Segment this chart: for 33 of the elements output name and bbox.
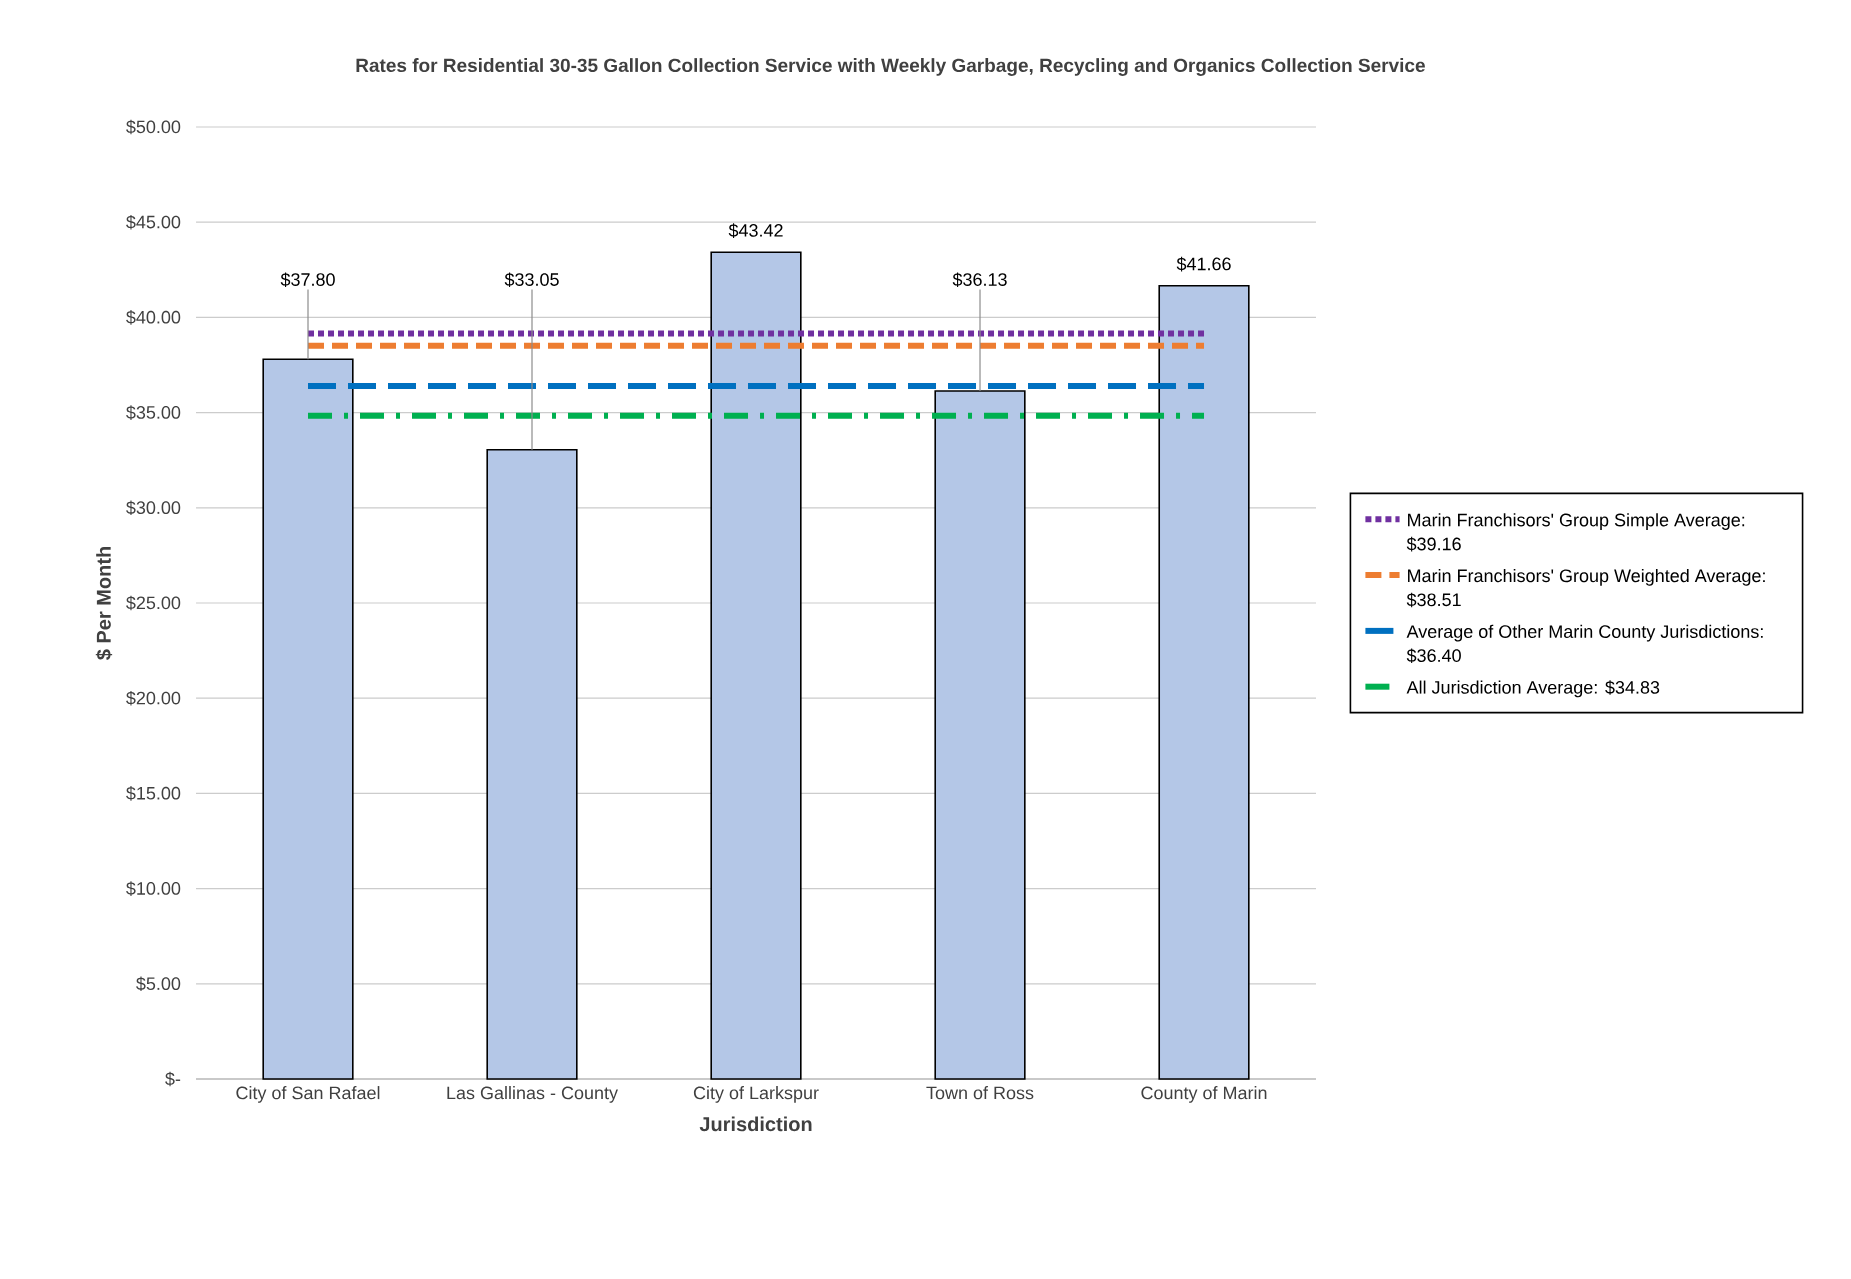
bar xyxy=(934,390,1026,1080)
x-tick-label: City of San Rafael xyxy=(236,1086,380,1103)
legend-label: Marin Franchisors' Group Simple Average: $39.16 xyxy=(1406,513,1745,552)
legend-label: Marin Franchisors' Group Weighted Average: $38.51 xyxy=(1406,568,1765,608)
data-label: $33.05 xyxy=(504,272,559,287)
bar xyxy=(486,448,578,1080)
y-axis-title: $ Per Month xyxy=(95,547,113,660)
y-tick-label: $20.00 xyxy=(126,690,181,706)
x-tick-label: Las Gallinas - County xyxy=(447,1086,618,1103)
y-tick-label: $15.00 xyxy=(126,786,181,801)
data-label: $41.66 xyxy=(1176,256,1231,272)
bar xyxy=(1158,284,1250,1080)
bar xyxy=(262,358,354,1080)
y-tick-label: $50.00 xyxy=(126,119,181,135)
chart-title: Rates for Residential 30-35 Gallon Collection Service with Weekly Garbage, Recycling and Organics Collection Service xyxy=(356,58,1425,76)
data-label: $37.80 xyxy=(280,272,335,287)
y-tick-label: $35.00 xyxy=(126,405,181,420)
y-tick-label: $25.00 xyxy=(126,595,181,611)
x-tick-label: City of Larkspur xyxy=(693,1086,819,1103)
y-tick-label: $30.00 xyxy=(126,500,181,516)
y-tick-label: $45.00 xyxy=(126,214,181,230)
data-label: $36.13 xyxy=(952,272,1007,287)
x-axis-title: Jurisdiction xyxy=(699,1116,812,1132)
y-tick-label: $5.00 xyxy=(136,976,181,992)
y-tick-label: $10.00 xyxy=(126,881,181,896)
legend-label: All Jurisdiction Average: $34.83 xyxy=(1406,680,1660,698)
legend-label: Average of Other Marin County Jurisdictions: $36.40 xyxy=(1406,624,1763,664)
bar xyxy=(710,251,802,1080)
y-tick-label: $- xyxy=(165,1071,181,1087)
x-tick-label: Town of Ross xyxy=(926,1086,1034,1100)
x-tick-label: County of Marin xyxy=(1141,1086,1267,1103)
data-label: $43.42 xyxy=(728,223,783,238)
y-tick-label: $40.00 xyxy=(126,310,181,325)
